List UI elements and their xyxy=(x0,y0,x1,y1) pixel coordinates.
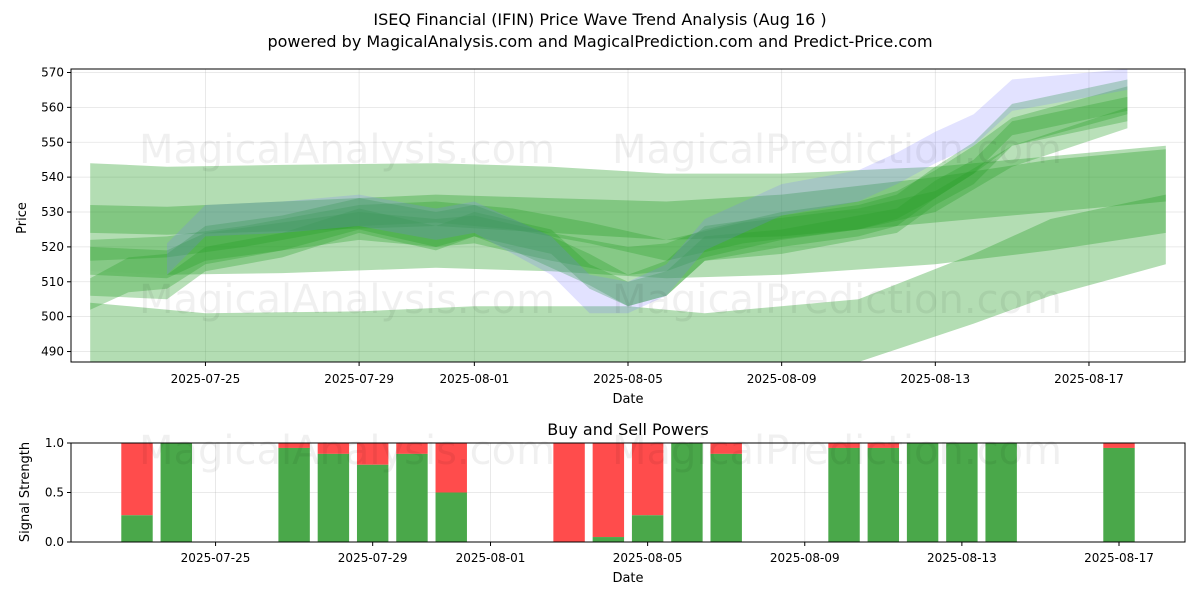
price-y-ticks: 490 500 510 520 530 540 550 560 570 xyxy=(41,65,71,359)
price-watermarks: MagicalAnalysis.com MagicalPrediction.co… xyxy=(139,127,1062,323)
signal-bars xyxy=(121,443,1135,542)
signal-x-tick-label: 2025-08-05 xyxy=(613,551,683,565)
buy-bar xyxy=(867,447,900,542)
sell-bar xyxy=(396,443,428,454)
watermark-prediction-top: MagicalPrediction.com xyxy=(612,127,1062,173)
price-band-wide xyxy=(90,145,1166,279)
signal-watermarks: MagicalAnalysis.com MagicalPrediction.co… xyxy=(139,428,1062,474)
price-x-tick-label: 2025-08-17 xyxy=(1054,372,1124,386)
signal-x-tick-label: 2025-08-17 xyxy=(1084,551,1154,565)
price-band-wide xyxy=(90,149,1166,240)
sell-bar xyxy=(278,443,310,448)
buy-bar xyxy=(435,492,467,542)
buy-bar xyxy=(396,453,428,542)
signal-x-tick-label: 2025-08-01 xyxy=(456,551,526,565)
watermark-prediction-bottom: MagicalPrediction.com xyxy=(612,428,1062,474)
price-y-tick-label: 500 xyxy=(41,310,64,324)
sell-bar xyxy=(631,443,664,516)
signal-x-ticks: 2025-07-25 2025-07-29 2025-08-01 2025-08-05… xyxy=(181,542,1154,565)
signal-x-tick-label: 2025-08-09 xyxy=(770,551,840,565)
buy-bar xyxy=(631,515,664,542)
price-y-tick-label: 510 xyxy=(41,275,64,289)
sell-bar xyxy=(435,443,467,493)
buy-bar xyxy=(710,453,742,542)
price-y-tick-label: 560 xyxy=(41,100,64,114)
signal-x-tick-label: 2025-07-29 xyxy=(338,551,408,565)
sell-bar xyxy=(317,443,350,454)
price-band-wave xyxy=(90,107,1128,261)
watermark-analysis-bottom: MagicalAnalysis.com xyxy=(139,428,555,474)
price-y-axis-label: Price xyxy=(15,202,30,234)
buy-bar xyxy=(828,447,860,542)
price-x-tick-label: 2025-08-01 xyxy=(439,372,509,386)
buy-bar xyxy=(356,464,389,542)
price-y-tick-label: 540 xyxy=(41,170,64,184)
signal-y-axis-label: Signal Strength xyxy=(18,442,33,542)
sell-bar xyxy=(121,443,153,516)
price-band-blue xyxy=(167,69,1128,314)
price-grid xyxy=(71,69,1185,362)
price-y-tick-label: 520 xyxy=(41,240,64,254)
signal-y-tick-label: 0.0 xyxy=(45,535,64,549)
sell-bar xyxy=(710,443,742,454)
price-x-tick-label: 2025-08-09 xyxy=(747,372,817,386)
buy-bar xyxy=(1103,447,1135,542)
watermark-prediction-mid: MagicalPrediction.com xyxy=(612,277,1062,323)
buy-bar xyxy=(906,443,939,542)
buy-bar xyxy=(985,443,1017,542)
price-band-wave xyxy=(90,79,1128,310)
price-panel: MagicalAnalysis.com MagicalPrediction.co… xyxy=(15,65,1186,407)
price-y-tick-label: 490 xyxy=(41,345,64,359)
signal-y-tick-label: 0.5 xyxy=(45,486,64,500)
price-x-axis-label: Date xyxy=(612,392,643,407)
signal-y-tick-label: 1.0 xyxy=(45,436,64,450)
sell-bar xyxy=(1103,443,1135,448)
price-y-tick-label: 570 xyxy=(41,65,64,79)
signal-y-ticks: 0.0 0.5 1.0 xyxy=(45,436,71,549)
buy-bar xyxy=(592,537,625,542)
signal-x-tick-label: 2025-08-13 xyxy=(927,551,997,565)
price-x-tick-label: 2025-07-29 xyxy=(324,372,394,386)
price-x-tick-label: 2025-07-25 xyxy=(171,372,241,386)
buy-bar xyxy=(278,447,310,542)
buy-bar xyxy=(946,443,978,542)
sell-bar xyxy=(356,443,389,465)
price-bands xyxy=(90,69,1166,362)
buy-bar xyxy=(671,443,703,542)
price-band-low xyxy=(90,194,1166,362)
sell-bar xyxy=(828,443,860,448)
chart-title: ISEQ Financial (IFIN) Price Wave Trend A… xyxy=(373,10,826,29)
price-y-tick-label: 550 xyxy=(41,135,64,149)
signal-title: Buy and Sell Powers xyxy=(547,420,709,439)
chart-subtitle: powered by MagicalAnalysis.com and Magic… xyxy=(267,32,932,51)
signal-panel: Buy and Sell Powers MagicalAnalysis.com … xyxy=(18,420,1186,586)
price-y-tick-label: 530 xyxy=(41,205,64,219)
price-band-wave xyxy=(90,86,1128,279)
price-x-tick-label: 2025-08-05 xyxy=(593,372,663,386)
signal-x-axis-label: Date xyxy=(612,571,643,586)
buy-bar xyxy=(160,443,192,542)
watermark-analysis-mid: MagicalAnalysis.com xyxy=(139,277,555,323)
sell-bar xyxy=(592,443,625,538)
buy-bar xyxy=(317,453,350,542)
signal-x-tick-label: 2025-07-25 xyxy=(181,551,251,565)
price-x-ticks: 2025-07-25 2025-07-29 2025-08-01 2025-08-05… xyxy=(171,362,1124,386)
price-band-wave xyxy=(90,96,1128,307)
watermark-analysis-top: MagicalAnalysis.com xyxy=(139,127,555,173)
price-x-tick-label: 2025-08-13 xyxy=(900,372,970,386)
sell-bar xyxy=(867,443,900,448)
buy-bar xyxy=(121,515,153,542)
sell-bar xyxy=(553,443,585,542)
